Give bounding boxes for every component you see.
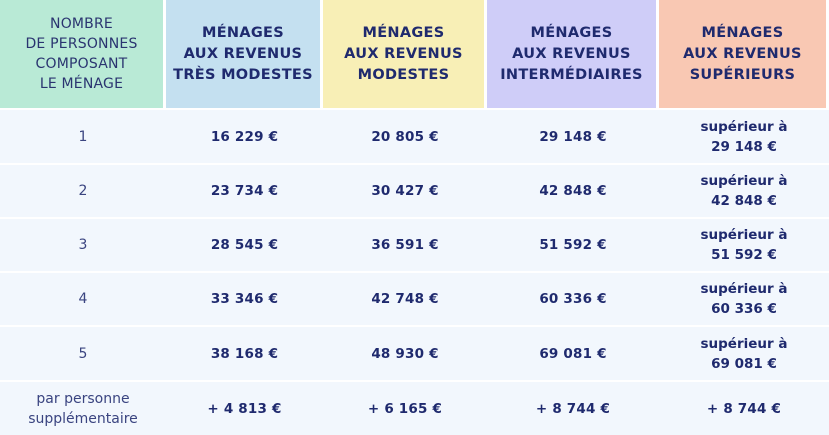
- header-household-size: NOMBRE DE PERSONNES COMPOSANT LE MÉNAGE: [0, 0, 166, 108]
- row-2-persons-label: 2: [78, 183, 88, 199]
- row-2-persons: 2: [0, 163, 166, 217]
- row-4-superieurs-label: supérieur à 60 336 €: [700, 281, 788, 317]
- row-2-modestes: 30 427 €: [323, 163, 487, 217]
- row-3-modestes: 36 591 €: [323, 217, 487, 271]
- row-3-persons-label: 3: [78, 237, 88, 253]
- row-1-superieurs: supérieur à 29 148 €: [659, 108, 829, 163]
- row-5-tres-modestes: 38 168 €: [166, 325, 323, 380]
- row-3-persons: 3: [0, 217, 166, 271]
- row-extra-tres-modestes: + 4 813 €: [166, 380, 323, 435]
- row-4-modestes: 42 748 €: [323, 271, 487, 325]
- row-extra-modestes: + 6 165 €: [323, 380, 487, 435]
- row-3-superieurs-label: supérieur à 51 592 €: [700, 227, 788, 263]
- row-5-superieurs-label: supérieur à 69 081 €: [700, 335, 788, 372]
- row-4-persons: 4: [0, 271, 166, 325]
- row-5-persons: 5: [0, 325, 166, 380]
- header-superieurs-label: MÉNAGES AUX REVENUS SUPÉRIEURS: [683, 24, 802, 83]
- header-tres-modestes-label: MÉNAGES AUX REVENUS TRÈS MODESTES: [173, 24, 313, 83]
- row-4-intermediaires: 60 336 €: [487, 271, 659, 325]
- row-3-tres-modestes: 28 545 €: [166, 217, 323, 271]
- row-1-persons: 1: [0, 108, 166, 163]
- row-1-superieurs-label: supérieur à 29 148 €: [700, 118, 788, 155]
- row-5-modestes: 48 930 €: [323, 325, 487, 380]
- row-2-intermediaires: 42 848 €: [487, 163, 659, 217]
- row-4-persons-label: 4: [78, 291, 88, 307]
- row-3-intermediaires: 51 592 €: [487, 217, 659, 271]
- row-extra-persons: par personne supplémentaire: [0, 380, 166, 435]
- row-extra-superieurs: + 8 744 €: [659, 380, 829, 435]
- header-intermediaires-label: MÉNAGES AUX REVENUS INTERMÉDIAIRES: [500, 24, 643, 83]
- header-modestes: MÉNAGES AUX REVENUS MODESTES: [323, 0, 487, 108]
- row-extra-persons-label: par personne supplémentaire: [28, 390, 138, 427]
- row-extra-intermediaires: + 8 744 €: [487, 380, 659, 435]
- header-modestes-label: MÉNAGES AUX REVENUS MODESTES: [344, 24, 463, 83]
- row-1-modestes: 20 805 €: [323, 108, 487, 163]
- row-1-tres-modestes: 16 229 €: [166, 108, 323, 163]
- row-1-persons-label: 1: [78, 128, 88, 145]
- row-2-superieurs: supérieur à 42 848 €: [659, 163, 829, 217]
- row-1-intermediaires: 29 148 €: [487, 108, 659, 163]
- header-superieurs: MÉNAGES AUX REVENUS SUPÉRIEURS: [659, 0, 829, 108]
- row-5-intermediaires: 69 081 €: [487, 325, 659, 380]
- row-4-tres-modestes: 33 346 €: [166, 271, 323, 325]
- header-intermediaires: MÉNAGES AUX REVENUS INTERMÉDIAIRES: [487, 0, 659, 108]
- row-5-superieurs: supérieur à 69 081 €: [659, 325, 829, 380]
- row-5-persons-label: 5: [78, 345, 88, 362]
- row-3-superieurs: supérieur à 51 592 €: [659, 217, 829, 271]
- header-household-size-label: NOMBRE DE PERSONNES COMPOSANT LE MÉNAGE: [25, 16, 138, 92]
- row-2-superieurs-label: supérieur à 42 848 €: [700, 173, 788, 209]
- row-4-superieurs: supérieur à 60 336 €: [659, 271, 829, 325]
- header-tres-modestes: MÉNAGES AUX REVENUS TRÈS MODESTES: [166, 0, 323, 108]
- row-2-tres-modestes: 23 734 €: [166, 163, 323, 217]
